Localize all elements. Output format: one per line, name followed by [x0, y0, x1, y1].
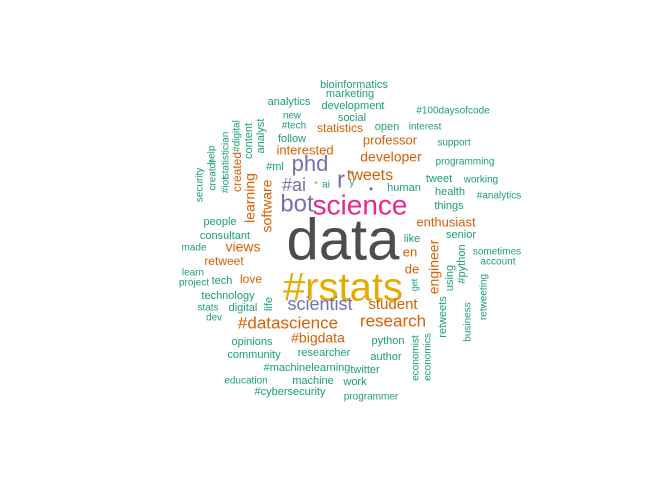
word-sometimes: sometimes	[473, 247, 521, 258]
word-ai: #ai	[282, 175, 306, 195]
word-programming: programming	[436, 157, 495, 168]
word-interest: interest	[409, 122, 442, 133]
word-professor: professor	[363, 132, 418, 147]
word-tech: #tech	[282, 121, 306, 132]
word-development: development	[322, 100, 385, 112]
word-python: python	[371, 335, 404, 347]
word-statistics: statistics	[317, 121, 363, 135]
word-learn: learn	[182, 268, 204, 279]
word-love: love	[240, 272, 262, 286]
word-human: human	[387, 182, 421, 194]
word-machine: machine	[292, 375, 334, 387]
word-symbol: +	[349, 169, 355, 180]
word-python: #python	[456, 244, 468, 283]
word-things: things	[434, 200, 464, 212]
word-enthusiast: enthusiast	[416, 214, 476, 229]
word-ml: #ml	[266, 161, 284, 173]
word-made: made	[181, 243, 206, 254]
word-interested: interested	[276, 142, 333, 157]
word-learning: learning	[242, 173, 258, 223]
word-working: working	[463, 175, 498, 186]
word-retweeting: retweeting	[479, 274, 490, 320]
word-health: health	[435, 186, 465, 198]
word-iot: #iot	[221, 177, 232, 193]
word-de: de	[405, 261, 419, 276]
word-community: community	[227, 349, 281, 361]
word-data: data	[287, 207, 401, 272]
word-datascience: #datascience	[238, 313, 338, 332]
word-author: author	[370, 351, 402, 363]
word-business: business	[463, 302, 474, 341]
word-social: social	[338, 112, 366, 124]
word-developer: developer	[360, 149, 422, 165]
word-technology: technology	[201, 290, 255, 302]
word-account: account	[480, 257, 515, 268]
word-r: r	[337, 166, 345, 193]
word-open: open	[375, 121, 399, 133]
word-economist: economist	[411, 335, 422, 381]
word-tweet: tweet	[426, 173, 452, 185]
word-life: life	[263, 297, 275, 311]
word-bigdata: #bigdata	[291, 330, 345, 346]
word-researcher: researcher	[298, 347, 351, 359]
word-100daysofcode: #100daysofcode	[416, 106, 490, 117]
word-rstats: #rstats	[283, 266, 403, 310]
word-y: y	[350, 178, 355, 189]
word-new: new	[283, 111, 302, 122]
word-retweets: retweets	[437, 296, 449, 338]
word-stats: stats	[197, 303, 218, 314]
word-research: research	[360, 311, 426, 330]
word-twitter: twitter	[350, 364, 380, 376]
word-created: created	[230, 152, 244, 192]
word-machinelearning: #machinelearning	[264, 362, 351, 374]
word-analyst: analyst	[255, 119, 267, 154]
word-digital: #digital	[232, 120, 243, 152]
word-programmer: programmer	[344, 392, 399, 403]
word-dev: dev	[206, 313, 222, 324]
word-follow: follow	[278, 133, 306, 145]
word-symbol: •	[369, 182, 373, 196]
word-education: education	[224, 376, 267, 387]
word-analytics: analytics	[268, 96, 311, 108]
word-work: work	[342, 376, 367, 388]
word-tech: tech	[212, 275, 233, 287]
word-statistician: statistician	[221, 132, 232, 179]
word-cybersecurity: #cybersecurity	[255, 386, 326, 398]
word-scientist: scientist	[287, 294, 352, 314]
word-content: content	[243, 123, 255, 159]
word-analytics: #analytics	[477, 191, 521, 202]
word-opinions: opinions	[232, 336, 273, 348]
word-economics: economics	[423, 333, 434, 381]
word-marketing: marketing	[326, 88, 374, 100]
word-bioinformatics: bioinformatics	[320, 79, 388, 91]
word-software: software	[259, 179, 275, 232]
word-engineer: engineer	[426, 239, 442, 294]
word-security: security	[195, 168, 206, 202]
word-people: people	[203, 216, 236, 228]
word-science: science	[313, 189, 408, 220]
word-views: views	[225, 239, 260, 255]
word-ai: ai	[322, 180, 330, 191]
word-tweets: tweets	[347, 167, 393, 184]
word-symbol: "	[314, 181, 318, 192]
word-support: support	[437, 138, 471, 149]
word-consultant: consultant	[200, 230, 250, 242]
word-get: get	[409, 278, 419, 291]
word-project: project	[179, 278, 209, 289]
word-student: student	[368, 296, 418, 313]
word-bot: bot	[280, 190, 314, 217]
word-en: en	[403, 244, 417, 259]
word-phd: phd	[292, 151, 329, 176]
word-using: using	[444, 265, 456, 291]
word-help: help	[207, 145, 218, 164]
word-senior: senior	[446, 229, 476, 241]
word-digital: digital	[229, 302, 258, 314]
word-retweet: retweet	[204, 254, 244, 268]
word-like: like	[404, 233, 421, 245]
word-creator: creator	[208, 159, 219, 191]
